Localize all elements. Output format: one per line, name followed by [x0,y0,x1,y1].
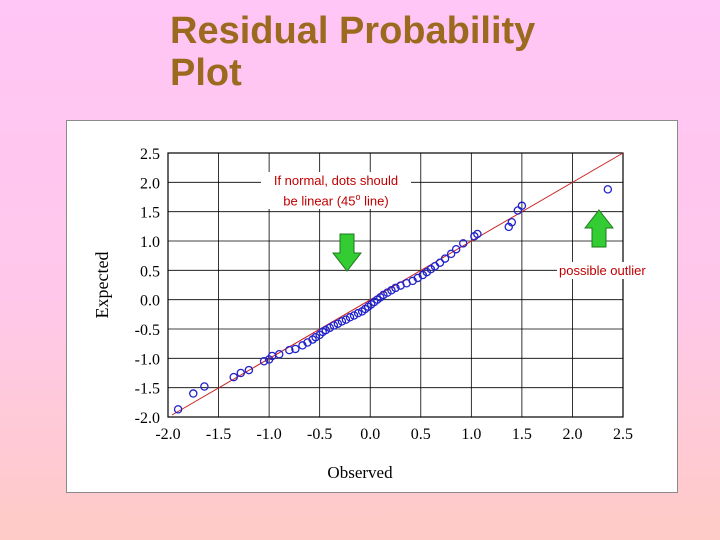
data-point [329,321,339,330]
data-point [337,317,347,326]
degree-sign: o [355,192,361,202]
probability-plot: -2.0 -1.5 -1.0 -0.5 0.0 0.5 1.0 1.5 2.0 2.5 2.52.… [92,146,633,482]
y-tick-label: 1.0 [140,234,160,251]
y-tick-label: -1.0 [135,351,160,368]
x-tick-label: -1.5 [206,426,231,443]
data-point [446,249,456,259]
data-point [173,405,183,414]
outlier-annotation: possible outlier [557,262,648,279]
normality-annotation-line-1: If normal, dots should [273,173,399,188]
data-points [173,185,613,414]
data-point [603,185,613,194]
y-tick-label: -2.0 [135,410,160,427]
data-point [229,372,238,382]
y-tick-labels: 2.5 2.0 1.5 1.0 0.5 0.0 -0.5 -1.0 -1.5 -2.0 [135,146,160,427]
y-axis-label: Expected [92,252,112,319]
x-tick-label: -2.0 [155,426,180,443]
plot-area-frame [167,152,624,418]
x-tick-label: -1.0 [256,426,281,443]
grid-lines [168,153,623,417]
data-point [513,206,523,215]
y-tick-label: -0.5 [135,322,160,339]
data-point [473,229,482,239]
data-point [345,313,355,322]
data-point [458,239,468,248]
normality-annotation-suffix: line) [360,193,389,209]
x-axis-label: Observed [327,463,393,482]
y-tick-label: -1.5 [135,381,160,398]
normality-annotation: If normal, dots should be linear (45o li… [261,172,411,210]
data-point [291,344,300,354]
data-point [200,382,209,391]
x-tick-label: 2.0 [562,426,582,443]
up-arrow-icon [584,209,614,248]
data-point [189,389,198,398]
data-point [391,283,400,293]
x-tick-label: 0.5 [411,426,431,443]
x-tick-label: 2.5 [613,426,633,443]
y-tick-label: 1.5 [140,205,160,222]
data-point [285,345,294,355]
data-point [353,308,363,318]
data-point [440,254,450,263]
slide-title-line-2: Plot [170,52,242,94]
slide-title: Residual Probability Plot [170,10,535,94]
normality-annotation-text: be linear (45 [283,193,356,209]
data-point [451,244,461,254]
x-tick-label: -0.5 [307,426,332,443]
y-tick-label: 2.0 [140,175,160,192]
y-tick-label: 2.5 [140,146,160,163]
data-point [435,258,445,267]
data-point [236,368,246,378]
data-point [244,365,254,375]
data-point [517,201,527,211]
x-tick-label: 1.5 [512,426,532,443]
chart-panel: -2.0 -1.5 -1.0 -0.5 0.0 0.5 1.0 1.5 2.0 2.5 2.5 2.… [66,120,678,493]
down-arrow-icon [332,233,362,272]
slide-title-line-1: Residual Probability [170,10,536,52]
data-point [507,217,517,227]
x-tick-label: 0.0 [360,426,380,443]
data-point [274,349,284,359]
x-tick-labels: -2.0 -1.5 -1.0 -0.5 0.0 0.5 1.0 1.5 2.0 2.5 [155,426,633,443]
y-tick-label: 0.5 [140,263,160,280]
x-tick-label: 1.0 [461,426,481,443]
normality-annotation-line-2: be linear (45o line) [261,189,411,209]
data-point [259,357,269,366]
y-tick-label: 0.0 [140,293,160,310]
